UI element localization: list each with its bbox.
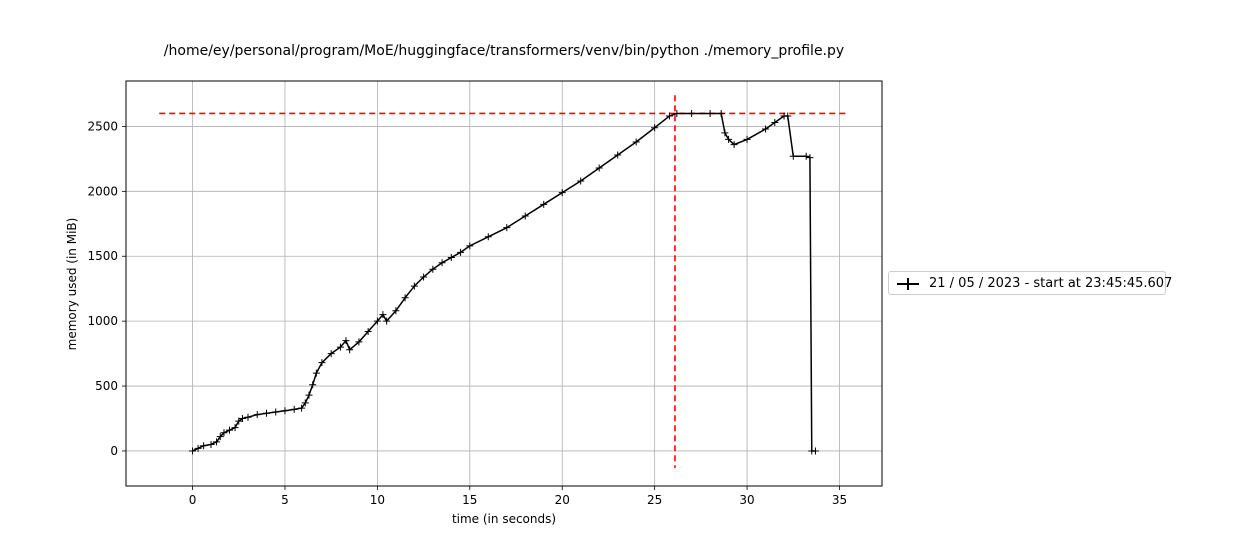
data-point-marker	[312, 369, 320, 377]
data-point-marker	[216, 433, 224, 441]
data-point-marker	[730, 141, 738, 149]
x-tick-label: 35	[832, 493, 847, 507]
data-point-marker	[226, 426, 234, 434]
data-point-marker	[706, 109, 714, 117]
y-tick-label: 0	[110, 444, 118, 458]
legend-entry-label: 21 / 05 / 2023 - start at 23:45:45.607	[929, 276, 1173, 291]
data-point-marker	[429, 265, 437, 273]
y-tick-label: 1000	[87, 314, 118, 328]
data-point-marker	[327, 350, 335, 358]
data-point-marker	[238, 415, 246, 422]
data-point-marker	[305, 391, 313, 399]
data-point-marker	[290, 405, 298, 413]
x-tick-label: 20	[555, 493, 570, 507]
data-point-marker	[614, 151, 622, 159]
data-point-marker	[235, 417, 243, 425]
x-tick-label: 0	[189, 493, 197, 507]
data-point-marker	[253, 411, 261, 419]
data-point-marker	[540, 200, 548, 208]
data-point-marker	[207, 440, 215, 448]
data-point-marker	[447, 254, 455, 262]
y-axis-label: memory used (in MiB)	[65, 218, 79, 351]
reference-lines	[159, 95, 847, 468]
data-point-marker	[725, 135, 733, 143]
data-point-marker	[213, 438, 221, 446]
y-tick-label: 2000	[87, 184, 118, 198]
data-point-marker	[717, 109, 725, 117]
ticks: 0 5 10 15 20 25 30 35 0 500 1000 1500 2000 2500	[87, 119, 847, 507]
data-point-marker	[189, 447, 197, 455]
x-tick-label: 5	[281, 493, 289, 507]
data-point-marker	[298, 404, 306, 412]
data-point-marker	[577, 177, 585, 185]
data-point-marker	[364, 328, 372, 336]
data-point-marker	[484, 233, 492, 241]
data-point-marker	[688, 109, 696, 117]
data-point-marker	[194, 444, 202, 452]
data-point-marker	[466, 242, 474, 250]
data-point-marker	[420, 273, 428, 281]
data-point-marker	[410, 282, 418, 290]
data-point-marker	[521, 212, 529, 220]
data-point-marker	[673, 109, 681, 117]
y-tick-label: 2500	[87, 119, 118, 133]
data-point-marker	[721, 129, 729, 137]
data-point-marker	[401, 294, 409, 302]
data-point-marker	[503, 224, 511, 232]
data-point-marker	[336, 343, 344, 351]
data-point-marker	[301, 399, 309, 407]
data-point-marker	[595, 164, 603, 172]
data-point-marker	[383, 317, 391, 325]
x-tick-label: 30	[739, 493, 754, 507]
data-point-marker	[244, 413, 252, 421]
x-tick-label: 25	[647, 493, 662, 507]
legend-line-marker-icon	[897, 278, 919, 290]
data-point-marker	[457, 248, 465, 256]
data-point-marker	[651, 124, 659, 132]
data-point-marker	[743, 135, 751, 143]
data-point-marker	[784, 112, 792, 120]
x-axis-label: time (in seconds)	[452, 512, 556, 526]
series-layer	[189, 109, 819, 455]
legend: 21 / 05 / 2023 - start at 23:45:45.607	[888, 271, 1172, 295]
y-tick-label: 500	[95, 379, 118, 393]
data-point-marker	[392, 307, 400, 315]
data-point-marker	[632, 138, 640, 146]
data-point-marker	[806, 154, 814, 162]
series-line	[192, 112, 816, 452]
x-tick-label: 15	[462, 493, 477, 507]
chart-title: /home/ey/personal/program/MoE/huggingfac…	[164, 43, 844, 59]
data-point-marker	[231, 424, 239, 432]
plot-area-frame	[125, 80, 883, 487]
data-point-marker	[665, 112, 673, 120]
y-tick-label: 1500	[87, 249, 118, 263]
data-point-marker	[438, 259, 446, 267]
data-point-marker	[309, 381, 317, 389]
data-point-marker	[262, 409, 270, 417]
data-point-marker	[373, 317, 381, 325]
data-point-marker	[318, 359, 326, 367]
data-point-marker	[789, 152, 797, 160]
data-point-marker	[342, 337, 350, 345]
data-point-marker	[281, 407, 289, 415]
data-point-marker	[558, 189, 566, 197]
data-point-marker	[272, 408, 280, 416]
data-point-marker	[762, 125, 770, 133]
data-point-marker	[355, 338, 363, 346]
data-point-marker	[379, 311, 387, 319]
data-point-marker	[200, 442, 208, 450]
data-point-marker	[346, 346, 354, 354]
x-tick-label: 10	[370, 493, 385, 507]
data-point-marker	[220, 429, 228, 437]
grid	[126, 81, 882, 486]
data-point-marker	[771, 119, 779, 127]
data-point-marker	[811, 447, 819, 455]
data-point-marker	[802, 152, 810, 160]
